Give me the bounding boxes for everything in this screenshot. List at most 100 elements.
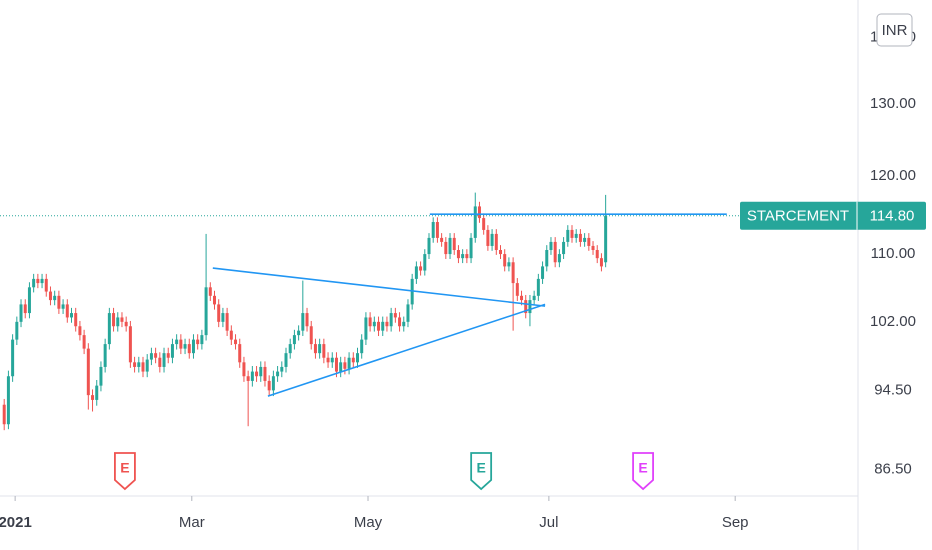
candle-body bbox=[15, 321, 19, 340]
candle-body bbox=[368, 317, 372, 327]
candle-body bbox=[217, 304, 221, 322]
candle-body bbox=[187, 344, 191, 354]
candle-body bbox=[103, 344, 107, 367]
trend-line bbox=[267, 303, 546, 397]
candle-body bbox=[339, 362, 343, 372]
candle-body bbox=[91, 395, 95, 400]
candle-body bbox=[208, 287, 212, 296]
last-price-label: 114.80 bbox=[870, 208, 915, 225]
candle-body bbox=[566, 229, 570, 242]
candle-body bbox=[402, 321, 406, 327]
x-tick-label: 2021 bbox=[0, 514, 32, 531]
y-tick-label: 130.00 bbox=[870, 95, 916, 112]
x-tick-label: Mar bbox=[179, 514, 205, 531]
candle-body bbox=[570, 229, 574, 238]
candle-body bbox=[6, 376, 10, 425]
candle-body bbox=[507, 262, 511, 267]
overlay: E E E STARCEMENT 114.80 INR bbox=[114, 13, 926, 491]
candle-body bbox=[242, 362, 246, 377]
candle-body bbox=[549, 241, 553, 251]
candle-body bbox=[305, 313, 309, 327]
candle-body bbox=[330, 357, 334, 363]
y-tick-label: 94.50 bbox=[874, 381, 912, 398]
candle-body bbox=[515, 283, 519, 296]
candle-body bbox=[494, 233, 498, 251]
candle-body bbox=[461, 254, 465, 259]
candle-body bbox=[423, 254, 427, 271]
candle-body bbox=[183, 344, 187, 349]
candle-body bbox=[381, 321, 385, 331]
candle-body bbox=[587, 237, 591, 246]
earnings-badge[interactable] bbox=[470, 452, 493, 491]
plot-area bbox=[0, 192, 858, 431]
candle-body bbox=[524, 300, 528, 314]
candle-body bbox=[532, 295, 536, 301]
candle-body bbox=[473, 206, 477, 238]
candle-body bbox=[288, 344, 292, 354]
candle-body bbox=[124, 321, 128, 327]
candle-body bbox=[599, 258, 603, 267]
candle-body bbox=[57, 295, 61, 309]
candle-body bbox=[65, 304, 69, 318]
candle-body bbox=[448, 237, 452, 255]
candle-body bbox=[179, 339, 183, 349]
candle-body bbox=[107, 313, 111, 345]
candle-body bbox=[95, 385, 99, 400]
candle-body bbox=[170, 344, 174, 358]
x-tick-label: Jul bbox=[539, 514, 558, 531]
candle-body bbox=[490, 233, 494, 246]
candle-body bbox=[40, 278, 44, 284]
candle-body bbox=[444, 241, 448, 255]
candle-body bbox=[583, 237, 587, 242]
candle-body bbox=[27, 287, 31, 314]
candle-body bbox=[313, 344, 317, 354]
candle-body bbox=[133, 362, 137, 367]
candle-body bbox=[263, 366, 267, 381]
candle-body bbox=[431, 222, 435, 238]
candle-body bbox=[456, 250, 460, 259]
candle-body bbox=[36, 278, 40, 284]
candle-body bbox=[53, 295, 57, 301]
candle-body bbox=[238, 344, 242, 363]
candle-body bbox=[99, 366, 103, 386]
y-tick-label: 120.00 bbox=[870, 167, 916, 184]
candle-body bbox=[469, 237, 473, 259]
candle-body bbox=[116, 317, 120, 327]
candle-body bbox=[309, 326, 313, 345]
candle-body bbox=[255, 371, 259, 377]
earnings-badge[interactable] bbox=[632, 452, 654, 491]
candle-body bbox=[137, 362, 141, 367]
candle-body bbox=[70, 313, 73, 318]
candle-body bbox=[499, 250, 502, 255]
symbol-label-box bbox=[740, 201, 926, 230]
candle-body bbox=[398, 317, 402, 327]
candle-body bbox=[48, 291, 52, 301]
candle-body bbox=[536, 278, 540, 296]
candle-body bbox=[196, 339, 200, 345]
earnings-label: E bbox=[476, 460, 485, 476]
currency-button[interactable] bbox=[876, 13, 913, 47]
x-tick-label: Sep bbox=[722, 514, 749, 531]
candle-body bbox=[562, 241, 566, 255]
candle-body bbox=[322, 344, 326, 358]
candle-body bbox=[86, 348, 90, 396]
candle-body bbox=[82, 335, 86, 349]
candle-body bbox=[200, 335, 204, 345]
candle-body bbox=[154, 353, 158, 358]
candle-body bbox=[326, 357, 330, 363]
candle-body bbox=[595, 250, 599, 259]
candle-body bbox=[250, 371, 254, 381]
candle-body bbox=[297, 330, 301, 336]
candle-body bbox=[158, 357, 162, 367]
candle-body bbox=[267, 380, 271, 391]
candle-body bbox=[511, 262, 515, 284]
earnings-label: E bbox=[120, 460, 129, 476]
candle-body bbox=[360, 339, 364, 354]
candle-body bbox=[284, 353, 288, 367]
candle-body bbox=[44, 278, 48, 292]
candle-body bbox=[557, 254, 561, 263]
candle-body bbox=[32, 278, 36, 288]
candle-body bbox=[440, 237, 444, 242]
candle-body bbox=[78, 326, 82, 336]
earnings-badge[interactable] bbox=[114, 452, 136, 491]
